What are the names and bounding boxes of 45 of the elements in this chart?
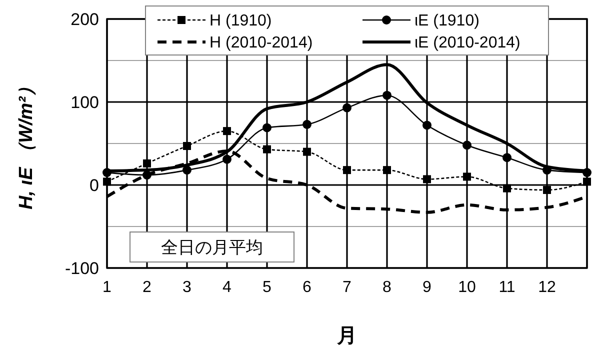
- point: [503, 184, 511, 192]
- point: [222, 154, 232, 164]
- point: [422, 120, 432, 130]
- point: [462, 140, 472, 150]
- point: [543, 186, 551, 194]
- point: [182, 166, 192, 175]
- point: [502, 153, 512, 162]
- x-tick-label: 12: [538, 279, 556, 296]
- x-tick-label: 9: [422, 279, 432, 296]
- x-tick-label: 1: [102, 279, 112, 296]
- x-tick-label: 8: [382, 279, 392, 296]
- legend-label: H (1910): [210, 12, 272, 30]
- point: [302, 120, 312, 129]
- legend-label: ιE (2010-2014): [414, 34, 520, 52]
- legend-label: H (2010-2014): [210, 34, 313, 52]
- x-tick-label: 11: [498, 279, 516, 296]
- annotation: 全日の月平均: [161, 238, 263, 257]
- point: [263, 145, 271, 154]
- x-tick-label: 3: [182, 279, 192, 296]
- y-axis-title: H, ιE （W/m²）: [16, 78, 37, 210]
- x-tick-label: 10: [458, 279, 476, 296]
- point: [463, 172, 471, 181]
- point: [383, 166, 391, 174]
- x-tick-label: 6: [302, 279, 312, 296]
- point: [343, 166, 351, 174]
- point: [262, 123, 272, 132]
- point: [183, 142, 191, 150]
- legend-label: ιE (1910): [414, 12, 480, 30]
- x-axis-title: 月: [336, 325, 357, 347]
- point: [103, 178, 111, 186]
- point: [303, 148, 311, 156]
- x-tick-label: 7: [342, 279, 352, 296]
- y-tick-label: 0: [90, 176, 99, 195]
- y-tick-label: 200: [70, 10, 99, 29]
- point: [583, 178, 591, 186]
- point: [382, 90, 392, 100]
- x-tick-label: 2: [142, 279, 152, 296]
- y-tick-label: -100: [64, 258, 99, 278]
- x-tick-label: 5: [262, 279, 272, 296]
- point: [423, 175, 431, 184]
- x-tick-label: 4: [222, 279, 232, 296]
- point: [223, 127, 231, 136]
- point: [143, 159, 151, 168]
- y-tick-label: 100: [70, 92, 99, 112]
- point: [342, 103, 352, 112]
